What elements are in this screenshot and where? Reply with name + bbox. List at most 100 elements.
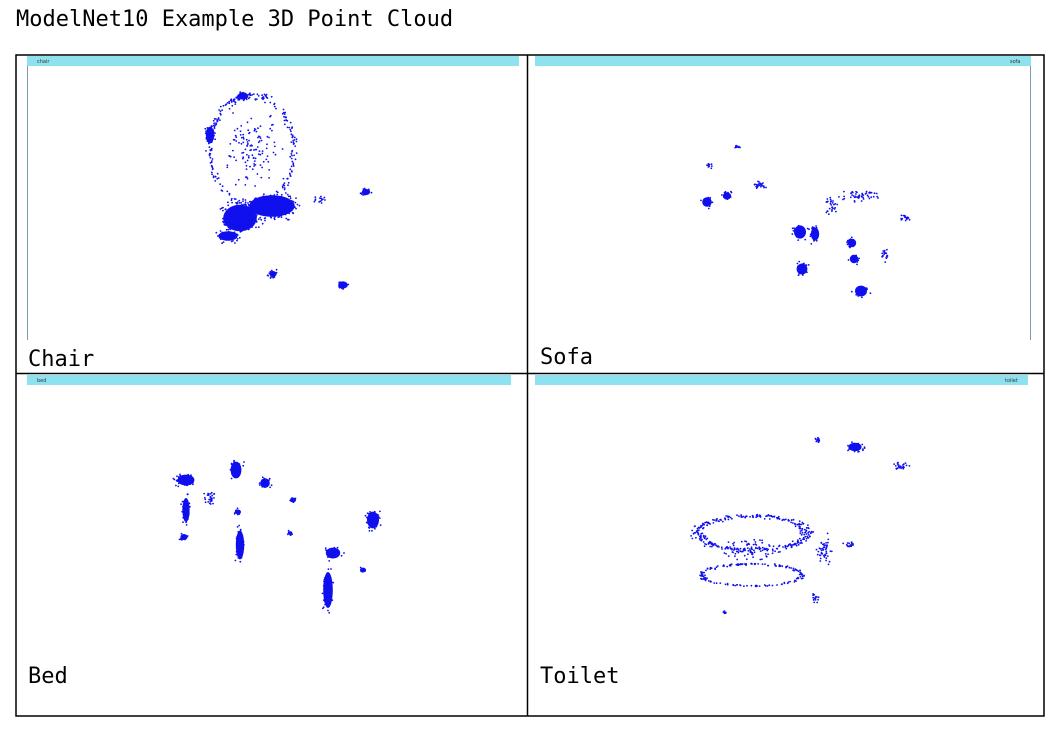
point	[246, 141, 249, 143]
point	[210, 128, 213, 131]
point	[236, 234, 239, 236]
point-core	[796, 263, 808, 275]
point	[330, 598, 332, 601]
point	[801, 531, 804, 534]
point	[709, 523, 711, 525]
point	[759, 558, 762, 561]
point	[805, 540, 807, 542]
point	[237, 211, 240, 214]
point	[268, 169, 271, 171]
point	[246, 177, 249, 180]
point	[728, 515, 730, 518]
point	[233, 461, 235, 463]
point	[776, 516, 778, 519]
point	[254, 164, 257, 166]
point	[314, 196, 317, 199]
point	[323, 578, 326, 581]
point	[265, 209, 268, 212]
point	[257, 208, 260, 211]
point	[826, 532, 829, 535]
point	[268, 136, 270, 139]
point	[804, 531, 806, 534]
point	[813, 601, 816, 604]
point	[798, 272, 801, 275]
point	[852, 242, 855, 245]
point	[347, 283, 350, 286]
point	[236, 95, 239, 98]
point	[292, 500, 295, 503]
point	[851, 256, 853, 258]
point	[203, 496, 206, 499]
point	[295, 152, 298, 155]
point	[775, 547, 778, 550]
point	[283, 115, 285, 118]
point	[229, 143, 232, 145]
point	[745, 540, 748, 543]
point	[855, 259, 858, 262]
point	[873, 192, 876, 195]
point	[278, 205, 281, 208]
point	[243, 544, 245, 546]
point	[330, 583, 333, 586]
point	[838, 196, 840, 198]
point	[367, 526, 370, 529]
point	[332, 554, 335, 557]
point	[715, 566, 718, 569]
point	[214, 132, 216, 135]
point	[768, 515, 771, 517]
point	[273, 105, 276, 108]
point	[816, 235, 819, 237]
point	[804, 266, 807, 269]
point	[341, 287, 343, 290]
window-title: chair	[37, 59, 50, 65]
point	[238, 463, 241, 465]
point	[735, 584, 738, 586]
point	[229, 155, 232, 158]
point	[290, 133, 293, 136]
point	[362, 568, 364, 570]
point	[899, 465, 902, 468]
point	[827, 538, 830, 541]
point	[240, 96, 243, 99]
point	[323, 580, 326, 583]
point	[749, 515, 751, 518]
point	[255, 226, 257, 229]
point	[295, 207, 297, 210]
point	[815, 440, 818, 443]
point	[853, 446, 856, 448]
point	[284, 210, 286, 212]
point	[326, 599, 329, 602]
point	[274, 215, 276, 218]
point	[242, 540, 245, 543]
point	[226, 102, 229, 104]
point	[827, 563, 830, 566]
point	[265, 195, 267, 198]
point	[261, 211, 264, 214]
point	[766, 549, 769, 552]
point	[293, 499, 296, 502]
point	[326, 552, 329, 555]
point	[267, 202, 270, 205]
point	[232, 463, 235, 466]
point	[702, 575, 704, 577]
point	[245, 138, 248, 141]
point	[825, 552, 828, 555]
point	[289, 534, 292, 536]
point	[725, 552, 727, 555]
point	[273, 271, 276, 274]
point	[754, 547, 757, 550]
point	[802, 265, 805, 268]
point	[245, 97, 248, 99]
point	[832, 200, 834, 202]
point	[264, 219, 266, 222]
point	[177, 485, 180, 488]
point	[207, 128, 210, 131]
point	[289, 175, 292, 178]
point	[237, 530, 240, 533]
point	[239, 210, 242, 213]
point	[283, 123, 286, 126]
point	[708, 200, 711, 203]
point	[234, 218, 237, 221]
point	[245, 212, 248, 215]
point	[283, 113, 286, 115]
